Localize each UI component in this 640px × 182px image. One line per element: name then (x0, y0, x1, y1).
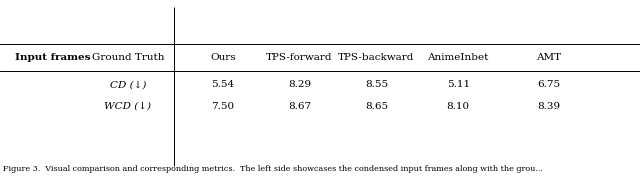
Text: TPS-forward: TPS-forward (266, 53, 333, 62)
Bar (426, 0, 506, 108)
Bar (3, 0, 99, 108)
Text: 6.75: 6.75 (538, 80, 561, 89)
Text: Ground Truth: Ground Truth (92, 53, 164, 62)
Text: 8.55: 8.55 (365, 80, 388, 89)
Text: AMT: AMT (536, 53, 562, 62)
Bar (509, 0, 634, 108)
Text: 8.65: 8.65 (365, 102, 388, 111)
Bar (342, 0, 422, 108)
Text: 8.10: 8.10 (447, 102, 470, 111)
Text: Input frames: Input frames (15, 53, 90, 62)
Text: WCD (↓): WCD (↓) (104, 102, 152, 111)
Text: 5.54: 5.54 (211, 80, 234, 89)
Text: 5.11: 5.11 (447, 80, 470, 89)
Text: CD (↓): CD (↓) (110, 80, 146, 89)
Bar (256, 0, 339, 108)
Text: TPS-backward: TPS-backward (338, 53, 415, 62)
Text: 7.50: 7.50 (211, 102, 234, 111)
Text: 8.29: 8.29 (288, 80, 311, 89)
Bar (102, 0, 173, 108)
Text: 8.39: 8.39 (538, 102, 561, 111)
Text: AnimeInbet: AnimeInbet (428, 53, 489, 62)
Text: Figure 3.  Visual comparison and corresponding metrics.  The left side showcases: Figure 3. Visual comparison and correspo… (3, 165, 543, 173)
Text: Ours: Ours (210, 53, 236, 62)
Bar (178, 0, 253, 108)
Text: 8.67: 8.67 (288, 102, 311, 111)
